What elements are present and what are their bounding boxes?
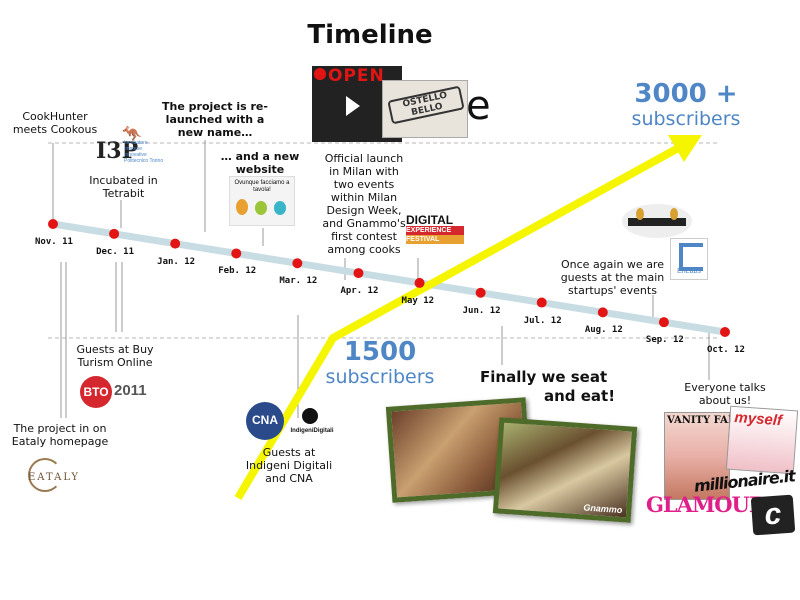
milestone-3000-label: subscribers bbox=[631, 108, 741, 130]
enlabs-text: EnLabs bbox=[677, 268, 701, 275]
month-dots bbox=[48, 219, 730, 337]
bto-year: 2011 bbox=[114, 382, 147, 399]
note-guests-main: Once again we are guests at the main sta… bbox=[560, 258, 665, 297]
note-indigeni: Guests at Indigeni Digitali and CNA bbox=[245, 446, 333, 485]
month-dot bbox=[475, 287, 486, 298]
open-overlap-letter: e bbox=[466, 83, 491, 129]
c-logo-text: c bbox=[763, 497, 783, 532]
note-relaunched: The project is re-launched with a new na… bbox=[162, 100, 268, 139]
indigeni-face-icon bbox=[302, 408, 318, 424]
bto-logo: BTO 2011 bbox=[80, 376, 150, 410]
month-label: Nov. 11 bbox=[35, 237, 73, 247]
month-dot bbox=[536, 297, 547, 308]
vodafone-icon bbox=[314, 68, 326, 80]
website-caption: Ovunque facciamo a tavola! bbox=[234, 180, 290, 193]
enlabs-icon bbox=[679, 243, 703, 271]
laurel-right-icon bbox=[670, 208, 678, 220]
milestone-1500-number: 1500 bbox=[343, 337, 417, 367]
month-dot bbox=[353, 268, 364, 279]
cna-logo: CNA bbox=[246, 402, 284, 440]
enlabs-logo: EnLabs bbox=[670, 238, 708, 280]
laurel-left-icon bbox=[636, 208, 644, 220]
month-label: Jan. 12 bbox=[157, 256, 196, 267]
page-title: Timeline bbox=[307, 20, 433, 50]
milestone-3000: 3000 + subscribers bbox=[624, 80, 748, 130]
bto-text: BTO bbox=[80, 376, 112, 408]
mascot-blue-icon bbox=[274, 201, 286, 215]
note-cookhunter: CookHunter meets Cookous bbox=[12, 110, 98, 136]
i3p-logo: 🦘 I3P Incubatore Imprese Innovative Poli… bbox=[96, 126, 166, 166]
month-label: Aug. 12 bbox=[584, 325, 623, 336]
month-label: Mar. 12 bbox=[279, 276, 318, 287]
digital-text: DIGITAL bbox=[406, 213, 454, 227]
note-seat-line2: and eat! bbox=[544, 387, 616, 405]
month-dot bbox=[170, 238, 181, 249]
note-incubated: Incubated in Tetrabit bbox=[89, 174, 158, 200]
month-dot bbox=[720, 327, 730, 337]
timeline-band bbox=[49, 220, 729, 336]
note-eataly: The project in on Eataly homepage bbox=[11, 422, 109, 448]
month-dot bbox=[414, 277, 425, 288]
indigeni-digitali-logo: IndigeniDigitali bbox=[286, 408, 336, 442]
note-everyone: Everyone talks about us! bbox=[684, 381, 766, 407]
growth-arrow bbox=[234, 142, 684, 501]
eataly-swirl-icon bbox=[28, 458, 62, 492]
i3p-logo-text: I3P bbox=[96, 138, 139, 164]
milestone-1500-label: subscribers bbox=[325, 366, 435, 388]
month-label: Feb. 12 bbox=[218, 266, 257, 277]
month-dot bbox=[658, 317, 669, 328]
award-banner-icon bbox=[628, 218, 686, 226]
dinner-photo-2: Gnammo bbox=[492, 417, 638, 523]
indigeni-text: IndigeniDigitali bbox=[290, 428, 334, 434]
milestone-3000-number: 3000 + bbox=[634, 79, 738, 109]
gnammo-watermark: Gnammo bbox=[583, 502, 623, 516]
note-launch: Official launch in Milan with two events… bbox=[322, 152, 406, 256]
month-dot bbox=[231, 248, 242, 259]
digital-experience-logo: DIGITAL EXPERIENCE FESTIVAL bbox=[406, 214, 464, 256]
growth-arrowhead bbox=[668, 135, 702, 162]
month-label: Oct. 12 bbox=[707, 345, 745, 355]
note-bto: Guests at Buy Turism Online bbox=[76, 343, 154, 369]
month-label: Jun. 12 bbox=[462, 305, 501, 316]
experience-text: EXPERIENCE bbox=[406, 226, 464, 235]
note-seat-line1: Finally we seat bbox=[480, 368, 608, 386]
month-label: Apr. 12 bbox=[340, 286, 379, 297]
mascot-green-icon bbox=[255, 201, 267, 215]
glamour-logo: GLAMOUR bbox=[646, 492, 766, 520]
vanity-fair-cover: VANITY FAIR bbox=[664, 412, 741, 500]
note-website: … and a new website bbox=[220, 150, 300, 176]
month-label: May 12 bbox=[401, 295, 435, 306]
ostello-bello-text: OSTELLO BELLO bbox=[387, 85, 465, 125]
milestone-1500: 1500 subscribers bbox=[320, 338, 440, 388]
month-label: Dec. 11 bbox=[96, 246, 135, 257]
vanity-fair-text: VANITY FAIR bbox=[667, 415, 741, 426]
eataly-text: EATALY bbox=[28, 472, 80, 483]
cna-text: CNA bbox=[252, 413, 278, 427]
month-dot bbox=[597, 307, 608, 318]
month-label: Sep. 12 bbox=[645, 335, 684, 346]
ostello-bello-logo: OSTELLO BELLO bbox=[382, 80, 468, 138]
month-label: Jul. 12 bbox=[523, 315, 562, 326]
glamour-text: GLAMOUR bbox=[646, 492, 766, 517]
website-screenshot: Ovunque facciamo a tavola! bbox=[229, 176, 295, 226]
open-logo-text: OPEN bbox=[328, 66, 385, 86]
c-logo: c bbox=[750, 494, 796, 536]
myself-cover: myself bbox=[725, 405, 799, 475]
startup-award-logo bbox=[622, 204, 692, 238]
mascot-orange-icon bbox=[236, 199, 248, 215]
play-icon bbox=[346, 96, 360, 116]
eataly-logo: EATALY bbox=[24, 458, 96, 500]
i3p-subtext: Incubatore Imprese Innovative Politecnic… bbox=[124, 140, 164, 164]
kangaroo-icon: 🦘 bbox=[122, 126, 142, 143]
myself-text: myself bbox=[733, 409, 783, 430]
festival-text: FESTIVAL bbox=[406, 235, 464, 244]
month-dot bbox=[48, 219, 58, 229]
month-dot bbox=[292, 258, 303, 269]
month-dot bbox=[109, 228, 120, 239]
